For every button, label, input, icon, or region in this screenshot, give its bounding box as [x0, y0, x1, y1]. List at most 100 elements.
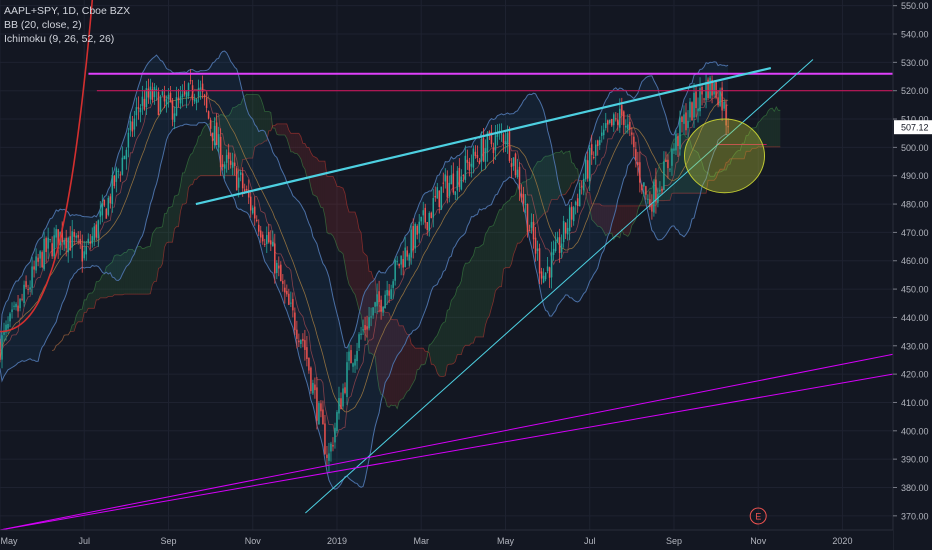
candle-body — [542, 275, 545, 283]
candle-body — [239, 172, 242, 175]
candle-body — [73, 231, 75, 237]
cloud-segment — [296, 133, 299, 156]
cloud-segment — [276, 123, 279, 135]
cloud-segment — [222, 114, 225, 176]
candle-body — [169, 92, 172, 102]
cloud-segment — [686, 136, 688, 194]
candle-body — [177, 97, 180, 101]
candle-body — [284, 287, 286, 293]
time-tick-label: May — [0, 536, 18, 546]
cloud-segment — [479, 245, 482, 337]
candle-body — [711, 79, 713, 96]
candle-body — [197, 87, 200, 97]
candle-body — [266, 235, 268, 245]
cloud-segment — [132, 249, 135, 295]
candle-body — [598, 140, 601, 146]
cloud-segment — [86, 294, 89, 313]
candle-body — [374, 302, 376, 307]
candle-body — [695, 91, 697, 109]
candle-body — [554, 241, 557, 251]
candle-body — [97, 220, 100, 239]
cloud-segment — [294, 133, 297, 154]
cloud-segment — [477, 247, 480, 337]
cloud-segment — [144, 247, 147, 295]
cloud-segment — [491, 225, 494, 309]
time-tick-label: 2019 — [327, 536, 347, 546]
time-tick-label: Jul — [78, 536, 90, 546]
candle-body — [550, 252, 553, 278]
candle-body — [278, 265, 280, 269]
candle-body — [719, 89, 721, 106]
candle-body — [346, 362, 348, 397]
cloud-segment — [453, 294, 456, 364]
candle-body — [582, 178, 585, 191]
cloud-segment — [718, 169, 721, 173]
candle-body — [119, 174, 122, 176]
candle-body — [300, 340, 302, 345]
bb-legend[interactable]: BB (20, close, 2) — [4, 19, 82, 31]
cloud-segment — [535, 161, 538, 224]
candle-body — [203, 94, 206, 98]
cloud-segment — [268, 111, 271, 131]
candle-body — [193, 99, 196, 102]
candle-body — [185, 92, 188, 98]
candle-body — [478, 160, 481, 164]
candle-body — [93, 226, 96, 241]
price-axis[interactable]: 370.00 380.00 390.00 400.00 410.00 420.00 430.… — [892, 0, 932, 550]
candle-body — [466, 159, 469, 163]
candle-body — [251, 207, 254, 214]
time-axis[interactable]: May Jul Sep Nov 2019 Mar May Jul Sep Nov 2020 — [0, 529, 893, 550]
candle-body — [570, 206, 573, 220]
cloud-segment — [565, 151, 568, 194]
candle-body — [635, 149, 637, 161]
symbol-legend[interactable]: AAPL+SPY, 1D, Cboe BZX — [4, 5, 131, 17]
candle-body — [205, 97, 208, 108]
cloud-segment — [302, 143, 305, 170]
cloud-segment — [337, 186, 339, 251]
candle-body — [308, 357, 310, 371]
candle-body — [430, 212, 433, 219]
candle-body — [233, 162, 236, 167]
candle-body — [213, 125, 216, 146]
candle-body — [723, 101, 725, 109]
cloud-segment — [306, 147, 309, 178]
bb-basis — [0, 96, 729, 413]
candle-body — [645, 186, 647, 195]
cloud-segment — [621, 205, 624, 235]
candle-body — [562, 221, 565, 243]
candle-body — [683, 114, 685, 124]
cloud-segment — [230, 107, 233, 176]
cloud-segment — [136, 246, 139, 295]
candle-body — [187, 83, 190, 97]
cloud-segment — [335, 180, 337, 247]
cloud-segment — [288, 129, 291, 152]
upper-wedge-trendline — [195, 66, 772, 206]
price-axis-bg — [893, 0, 932, 550]
cloud-segment — [116, 254, 119, 295]
candle-body — [613, 114, 615, 126]
cloud-segment — [692, 148, 694, 194]
ichimoku-legend[interactable]: Ichimoku (9, 26, 52, 26) — [4, 33, 115, 45]
highlight-ellipse — [683, 118, 766, 194]
candle-body — [364, 325, 366, 331]
cloud-segment — [734, 152, 737, 159]
cloud-segment — [182, 172, 185, 205]
drawing-tools[interactable]: E — [0, 0, 894, 531]
candle-body — [217, 134, 220, 148]
candle-body — [412, 226, 414, 251]
cloud-segment — [451, 298, 454, 365]
candle-body — [143, 98, 146, 110]
candle-body — [520, 193, 523, 198]
candle-body — [57, 229, 59, 249]
cloud-segment — [463, 263, 466, 348]
candle-body — [639, 162, 641, 183]
cloud-segment — [206, 124, 209, 176]
cloud-segment — [559, 150, 562, 196]
candle-body — [153, 86, 156, 98]
candle-body — [35, 256, 37, 271]
candle-body — [390, 289, 392, 299]
candle-body — [354, 358, 356, 366]
cloud-segment — [204, 124, 207, 176]
candle-body — [574, 201, 577, 206]
